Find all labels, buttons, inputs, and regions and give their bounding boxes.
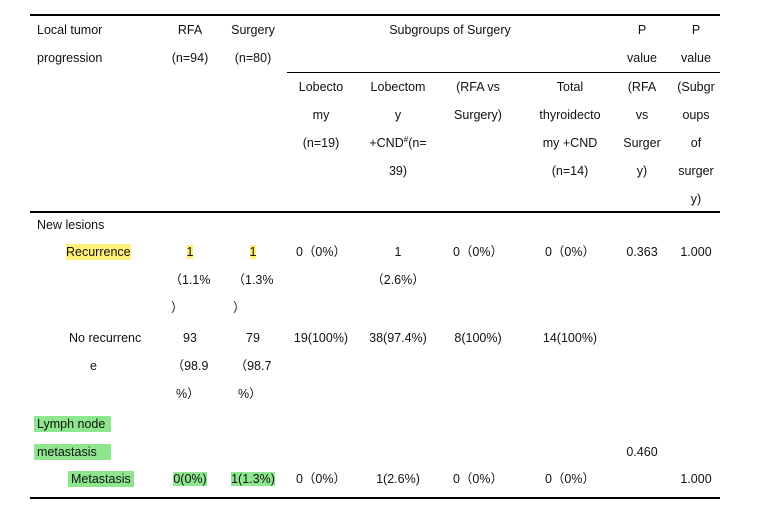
bottom-rule (30, 497, 720, 499)
row-recurrence-rfa-2: （1.1% (169, 273, 211, 287)
header-p1-line4: vs (635, 108, 649, 122)
row-metastasis-rfa: 0(0%) (160, 471, 220, 487)
sub-lobectomy-cnd-n: (n= (408, 136, 427, 150)
row-no-recurrence-lobectomy: 19(100%) (293, 331, 349, 345)
header-rfa-line2: (n=94) (171, 51, 209, 65)
header-surgery-line1: Surgery (231, 23, 275, 37)
row-metastasis-lobectomy: 0（0%） (295, 472, 347, 486)
row-no-recurrence-lobectomy-cnd: 38(97.4%) (369, 331, 427, 345)
row-no-recurrence-total: 14(100%) (542, 331, 598, 345)
sub-lobectomy-cnd-cnd: +CND (369, 136, 404, 150)
row-lymph-p1: 0.460 (626, 445, 658, 459)
row-metastasis-lobectomy-cnd: 1(2.6%) (376, 472, 420, 486)
row-metastasis-total: 0（0%） (544, 472, 596, 486)
sub-lobectomy-line1: Lobecto (298, 80, 344, 94)
sub-total-line1: Total (556, 80, 584, 94)
row-recurrence-rfa-3: ） (171, 301, 184, 315)
row-no-recurrence-surgery-2: （98.7 (234, 359, 272, 373)
top-rule (30, 14, 720, 16)
row-recurrence-lobectomy-cnd-2: （2.6%） (371, 273, 425, 287)
sub-lobectomy-cnd-line2: y (394, 108, 402, 122)
sub-lobectomy-cnd-line4: 39) (388, 164, 408, 178)
sub-rfa-vs-line1: (RFA vs (456, 80, 500, 94)
header-p1-line3: (RFA (627, 80, 657, 94)
header-p2-line3: (Subgr (677, 80, 715, 94)
row-metastasis-rfa-value: 0(0%) (173, 472, 207, 486)
row-recurrence-surgery-1: 1 (222, 244, 284, 260)
header-p2-line5: of (690, 136, 702, 150)
header-p1-line2: value (627, 51, 657, 65)
row-recurrence-lobectomy: 0（0%） (295, 245, 347, 259)
header-p2-line4: oups (682, 108, 710, 122)
header-col1-line2: progression (37, 51, 103, 65)
row-metastasis-label: Metastasis (68, 471, 134, 487)
row-no-recurrence-label-2: e (90, 359, 97, 373)
row-recurrence-rfa-1: 1 (160, 244, 220, 260)
row-recurrence-total: 0（0%） (544, 245, 596, 259)
row-metastasis-p2: 1.000 (680, 472, 712, 486)
row-recurrence-surgery-count: 1 (249, 245, 257, 259)
row-recurrence-p2: 1.000 (680, 245, 712, 259)
row-recurrence-label: Recurrence (66, 244, 131, 260)
header-bottom-rule (30, 211, 720, 213)
row-new-lesions: New lesions (37, 218, 105, 232)
sub-total-line4: (n=14) (551, 164, 589, 178)
header-rfa-line1: RFA (177, 23, 203, 37)
row-no-recurrence-surgery-3: %） (238, 387, 262, 401)
row-no-recurrence-rfa-2: （98.9 (171, 359, 209, 373)
subgroup-rule (287, 72, 720, 73)
row-no-recurrence-surgery-1: 79 (246, 331, 260, 345)
row-recurrence-surgery-3: ） (233, 301, 246, 315)
header-col1-line1: Local tumor (37, 23, 103, 37)
header-p2-line7: y) (690, 192, 702, 206)
header-p2-line6: surger (678, 164, 714, 178)
row-recurrence-rfa-count: 1 (186, 245, 194, 259)
header-p1-line5: Surger (623, 136, 661, 150)
sub-lobectomy-cnd-line3: +CND#(n= (360, 135, 436, 151)
header-p1-line1: P (637, 23, 647, 37)
header-p2-line2: value (681, 51, 711, 65)
header-p2-line1: P (691, 23, 701, 37)
sub-lobectomy-cnd-line1: Lobectom (370, 80, 426, 94)
sub-total-line3: my +CND (542, 136, 598, 150)
row-lymph-label-2: metastasis (34, 444, 111, 460)
row-metastasis-surgery: 1(1.3%) (222, 471, 284, 487)
sub-lobectomy-line2: my (312, 108, 330, 122)
sub-total-line2: thyroidecto (539, 108, 601, 122)
row-no-recurrence-rfa-vs: 8(100%) (454, 331, 502, 345)
row-metastasis-rfa-vs: 0（0%） (452, 472, 504, 486)
sub-lobectomy-cnd-hash: # (403, 134, 409, 144)
row-recurrence-rfa-vs: 0（0%） (452, 245, 504, 259)
row-no-recurrence-label-1: No recurrenc (69, 331, 142, 345)
row-no-recurrence-rfa-1: 93 (183, 331, 197, 345)
row-recurrence-lobectomy-cnd-1: 1 (394, 245, 402, 259)
row-recurrence-surgery-2: （1.3% (232, 273, 274, 287)
header-p1-line6: y) (636, 164, 648, 178)
header-subgroups-title: Subgroups of Surgery (389, 23, 511, 37)
row-recurrence-p1: 0.363 (626, 245, 658, 259)
row-lymph-label-1: Lymph node (34, 416, 111, 432)
header-surgery-line2: (n=80) (234, 51, 272, 65)
sub-rfa-vs-line2: Surgery) (454, 108, 502, 122)
row-no-recurrence-rfa-3: %） (176, 387, 200, 401)
sub-lobectomy-line3: (n=19) (302, 136, 340, 150)
row-metastasis-surgery-value: 1(1.3%) (231, 472, 275, 486)
